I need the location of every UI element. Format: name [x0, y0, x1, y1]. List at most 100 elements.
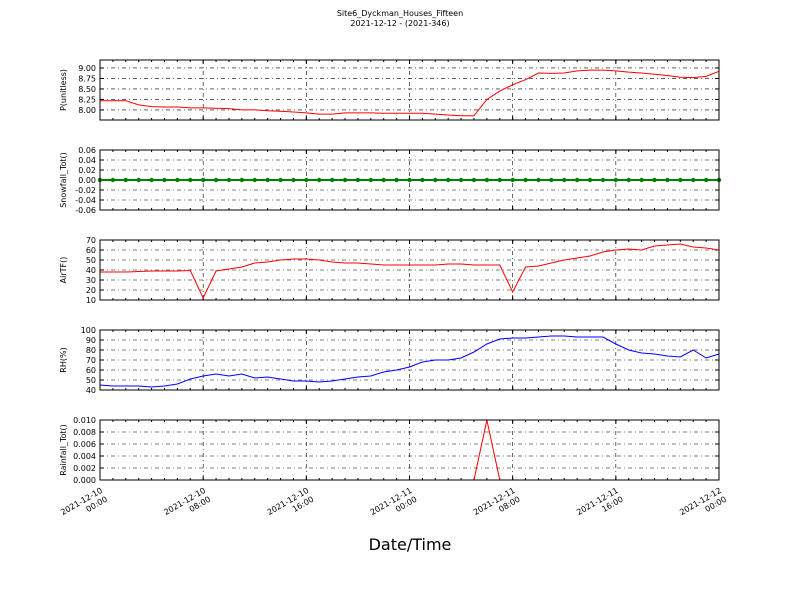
y-tick-label: 20: [86, 286, 96, 295]
y-tick-label: 40: [86, 386, 96, 395]
data-point: [574, 177, 580, 183]
data-point: [433, 177, 438, 183]
y-tick-label: 0.004: [73, 452, 96, 461]
data-point: [497, 177, 502, 183]
y-tick-label: 0.00: [78, 176, 96, 185]
y-tick-label: 30: [86, 276, 96, 285]
data-point: [523, 177, 528, 183]
y-tick-label: 0.06: [78, 146, 96, 155]
data-point: [175, 177, 180, 183]
data-point: [317, 177, 322, 183]
plot-frame: [99, 329, 720, 391]
y-tick-label: 9.00: [78, 64, 96, 73]
y-tick-label: 60: [86, 246, 96, 255]
x-tick-label: 2021-12-1116:00: [575, 486, 625, 526]
data-point: [381, 177, 386, 183]
data-point: [613, 177, 619, 183]
data-point: [149, 177, 154, 183]
y-tick-label: 8.75: [78, 74, 96, 83]
data-point: [188, 177, 193, 183]
data-point: [265, 177, 270, 183]
data-point: [562, 177, 567, 183]
data-point: [162, 177, 167, 183]
y-tick-label: 8.50: [78, 85, 96, 94]
y-tick-label: 0.002: [73, 464, 96, 473]
data-point: [587, 177, 593, 183]
data-point: [458, 177, 464, 183]
data-point: [626, 177, 631, 183]
data-line: [100, 243, 720, 300]
y-tick-label: -0.02: [75, 186, 96, 195]
data-point: [394, 177, 399, 183]
plot-frame: [99, 149, 720, 211]
y-axis-label: AirTF(): [59, 257, 68, 284]
data-point: [110, 177, 116, 183]
data-point: [510, 177, 515, 183]
data-point: [703, 177, 709, 183]
y-tick-label: 50: [86, 256, 96, 265]
data-point: [342, 177, 348, 183]
y-tick-label: 40: [86, 266, 96, 275]
y-tick-label: 0.010: [73, 416, 96, 425]
data-line: [100, 69, 720, 117]
data-point: [123, 177, 128, 183]
data-line: [99, 335, 720, 388]
data-point: [471, 177, 477, 183]
y-tick-label: 0.008: [73, 428, 96, 437]
y-axis-label: Rainfall_Tot(): [59, 424, 68, 476]
data-point: [484, 177, 490, 183]
y-tick-label: 50: [86, 376, 96, 385]
y-axis-label: P(unitless): [59, 69, 68, 111]
y-tick-label: 0.000: [73, 476, 96, 485]
data-point: [600, 177, 606, 183]
data-point: [239, 177, 245, 183]
y-tick-label: -0.04: [75, 196, 96, 205]
y-tick-label: 70: [86, 236, 96, 245]
plot-frame: [99, 59, 720, 121]
y-tick-label: 70: [86, 356, 96, 365]
x-tick-label: 2021-12-1100:00: [369, 486, 419, 526]
data-point: [639, 177, 644, 183]
x-axis-label: Date/Time: [369, 535, 452, 554]
y-tick-label: 60: [86, 366, 96, 375]
data-point: [304, 177, 309, 183]
y-tick-label: 0.006: [73, 440, 96, 449]
y-tick-label: 100: [81, 326, 96, 335]
data-point: [136, 177, 141, 183]
x-tick-label: 2021-12-1008:00: [162, 486, 212, 526]
data-point: [368, 177, 374, 183]
data-point: [407, 177, 412, 183]
y-tick-label: 90: [86, 336, 96, 345]
data-point: [200, 177, 206, 183]
data-point: [329, 177, 335, 183]
data-point: [252, 177, 257, 183]
y-tick-label: 8.25: [78, 95, 96, 104]
data-point: [226, 177, 232, 183]
y-tick-label: 0.04: [78, 156, 96, 165]
plot-frame: [99, 239, 720, 301]
data-point: [536, 177, 541, 183]
data-point: [678, 177, 683, 183]
y-tick-label: 10: [86, 296, 96, 305]
data-point: [355, 177, 361, 183]
y-tick-label: 0.02: [78, 166, 96, 175]
plot-frame: [99, 419, 720, 481]
data-point: [278, 177, 283, 183]
data-point: [549, 177, 554, 183]
data-point: [291, 177, 296, 183]
x-tick-label: 2021-12-1200:00: [678, 486, 728, 526]
data-point: [691, 177, 696, 183]
figure-subtitle: 2021-12-12 - (2021-346): [350, 19, 449, 28]
y-tick-label: -0.06: [75, 206, 96, 215]
y-axis-label: RH(%): [59, 347, 68, 372]
data-point: [213, 177, 219, 183]
data-point: [652, 177, 657, 183]
data-point: [420, 177, 425, 183]
data-point: [445, 177, 451, 183]
x-tick-label: 2021-12-1016:00: [266, 486, 316, 526]
x-tick-label: 2021-12-1108:00: [472, 486, 522, 526]
y-tick-label: 80: [86, 346, 96, 355]
y-axis-label: Snowfall_Tot(): [59, 152, 68, 208]
data-point: [665, 177, 670, 183]
